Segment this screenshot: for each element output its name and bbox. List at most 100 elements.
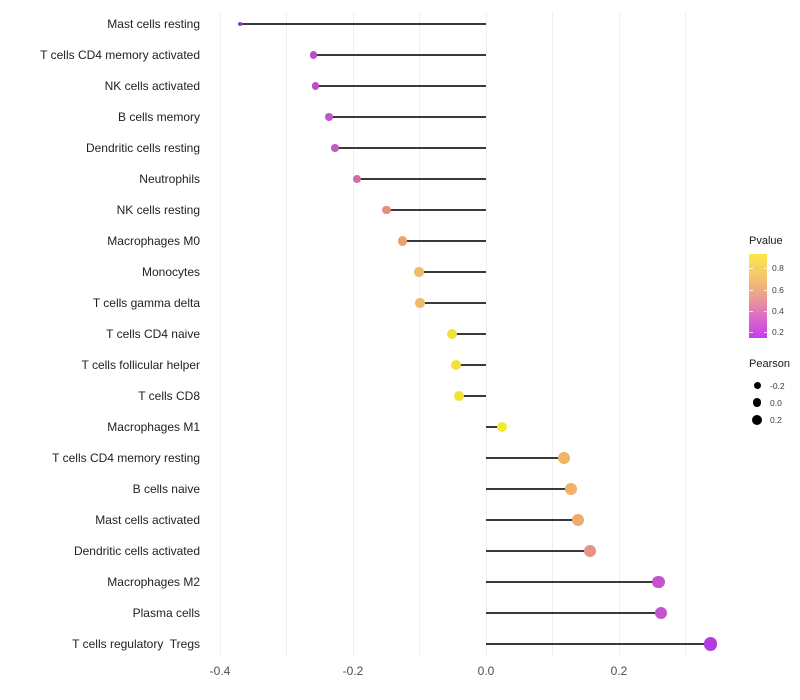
lollipop-dot [447,329,458,339]
x-tick-label: -0.2 [342,664,364,678]
pearson-size-label: -0.2 [770,380,785,391]
category-label: T cells CD4 memory activated [40,48,200,62]
category-label: Macrophages M1 [107,420,200,434]
lollipop-dot [331,144,339,152]
lollipop-dot [704,637,718,651]
category-label: Dendritic cells activated [73,544,200,558]
category-label: Plasma cells [132,606,200,620]
colorbar-tick-mark [763,310,767,312]
lollipop-stem [239,23,486,25]
pvalue-legend: Pvalue 0.8 0.6 0.4 0.2 [749,235,784,338]
category-label: Mast cells resting [107,17,200,31]
lollipop-dot [583,545,596,557]
gridline [618,12,620,656]
lollipop-dot [496,421,508,433]
gridline [685,12,686,656]
pearson-size-items: -0.2 0.0 0.2 [749,377,800,433]
lollipop-dot [571,514,584,526]
lollipop-dot [558,452,570,464]
category-label: T cells CD8 [138,389,200,403]
pearson-legend-item: 0.2 [749,411,800,428]
lollipop-stem [486,488,572,490]
colorbar-tick-label: 0.8 [772,263,784,274]
lollipop-dot [352,174,362,184]
lollipop-stem [486,426,502,428]
category-label: T cells gamma delta [92,296,200,310]
colorbar-tick-label: 0.4 [772,305,784,316]
lollipop-dot [565,483,577,495]
gridline [419,12,420,656]
category-label: T cells CD4 memory resting [52,451,200,465]
lollipop-stem [329,116,486,118]
category-label: Macrophages M2 [107,575,200,589]
pearson-size-dot [752,414,762,425]
pvalue-colorbar: 0.8 0.6 0.4 0.2 [749,254,784,338]
category-label: T cells CD4 naive [106,327,200,341]
category-label: T cells follicular helper [81,358,201,372]
category-label: NK cells activated [104,79,200,93]
pearson-legend-item: 0.0 [749,394,800,411]
lollipop-stem [486,457,564,459]
lollipop-dot [312,82,320,90]
x-tick-label: -0.4 [209,664,231,678]
lollipop-stem [486,612,661,614]
pearson-legend-item: -0.2 [749,377,800,394]
lollipop-stem [386,209,486,211]
lollipop-stem [313,54,486,56]
lollipop-stem [486,550,590,552]
lollipop-dot [453,390,464,402]
lollipop-dot [237,21,243,27]
pearson-size-dot [752,398,762,407]
lollipop-stem [315,85,486,87]
colorbar-tick-mark [763,268,767,270]
lollipop-stem [420,302,486,304]
category-label: Neutrophils [139,172,200,186]
category-label: B cells memory [117,110,200,124]
category-label: B cells naive [132,482,200,496]
category-label: Monocytes [141,265,200,279]
gridline [286,12,287,656]
pearson-size-dot [753,382,761,389]
colorbar-tick-mark [763,332,767,334]
gridline [552,12,553,656]
pvalue-legend-title: Pvalue [749,235,783,247]
lollipop-stem [418,271,486,273]
category-label: Mast cells activated [95,513,200,527]
pearson-legend-title: Pearson [749,358,790,370]
pearson-size-label: 0.2 [770,414,782,425]
gridline [219,12,221,656]
lollipop-stem [486,519,578,521]
colorbar-tick-label: 0.6 [772,284,784,295]
lollipop-stem [486,643,711,645]
colorbar-tick-mark [749,289,753,291]
lollipop-stem [452,333,486,335]
lollipop-stem [486,581,659,583]
gridline [485,12,487,656]
lollipop-dot [654,606,668,620]
lollipop-dot [415,298,425,308]
lollipop-dot [310,51,318,59]
lollipop-dot [398,236,408,246]
lollipop-stem [356,178,486,180]
colorbar-tick-mark [749,268,753,270]
colorbar-tick-mark [763,289,767,291]
category-label: Dendritic cells resting [85,141,200,155]
pearson-size-label: 0.0 [770,397,782,408]
category-label: NK cells resting [116,203,200,217]
lollipop-stem [458,395,486,397]
colorbar-tick-mark [749,332,753,334]
lollipop-dot [414,267,424,277]
x-tick-label: 0.2 [610,664,628,678]
lollipop-stem [335,147,486,149]
lollipop-dot [451,359,462,370]
lollipop-stem [456,364,486,366]
category-label: T cells regulatory Tregs [72,637,200,651]
pearson-legend: Pearson -0.2 0.0 0.2 [749,358,800,433]
gridline [352,12,354,656]
x-tick-label: 0.0 [477,664,495,678]
lollipop-dot [651,575,665,589]
lollipop-dot [381,205,391,215]
lollipop-dot [325,113,333,121]
lollipop-stem [402,240,486,242]
